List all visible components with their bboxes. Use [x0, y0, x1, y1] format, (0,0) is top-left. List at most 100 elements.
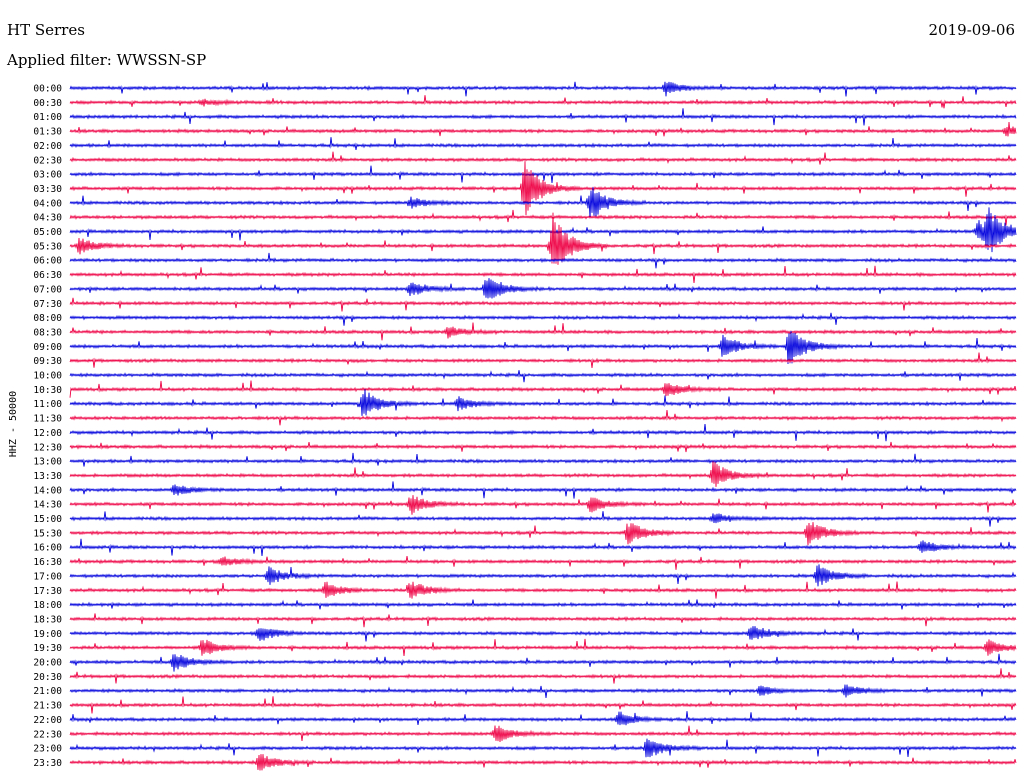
trace-line	[69, 423, 1017, 442]
trace-line	[69, 738, 1017, 758]
time-tick-label: 06:00	[33, 256, 62, 267]
time-tick-label: 12:00	[33, 428, 62, 439]
time-tick-label: 22:30	[33, 729, 62, 740]
time-tick-label: 18:30	[33, 614, 62, 625]
time-tick-label: 19:30	[33, 643, 62, 654]
time-tick-label: 09:30	[33, 356, 62, 367]
time-tick-label: 13:00	[33, 457, 62, 468]
trace-line	[69, 121, 1017, 137]
time-tick-label: 02:30	[33, 155, 62, 166]
trace-line	[69, 137, 1017, 150]
y-axis-label: HHZ - 50000	[8, 391, 19, 457]
trace-line	[69, 581, 1017, 599]
time-tick-label: 00:00	[33, 84, 62, 95]
trace-line	[69, 161, 1017, 216]
trace-line	[69, 495, 1017, 515]
time-tick-label: 08:00	[33, 313, 62, 324]
time-tick-label: 03:30	[33, 184, 62, 195]
trace-line	[69, 265, 1017, 283]
time-tick-label: 22:00	[33, 715, 62, 726]
time-tick-label: 20:30	[33, 672, 62, 683]
trace-line	[69, 481, 1017, 499]
trace-line	[69, 409, 1017, 426]
trace-line	[69, 668, 1017, 684]
filter-label: Applied filter: WWSSN-SP	[7, 51, 207, 69]
trace-line	[69, 352, 1017, 368]
time-tick-label: 06:30	[33, 270, 62, 281]
trace-line	[69, 312, 1017, 326]
time-tick-label: 03:00	[33, 170, 62, 181]
trace-line	[69, 380, 1017, 398]
time-tick-label: 14:30	[33, 500, 62, 511]
trace-line	[69, 95, 1017, 109]
trace-line	[69, 754, 1017, 771]
trace-line	[69, 209, 1017, 226]
trace-line	[69, 556, 1017, 570]
time-tick-label: 07:30	[33, 299, 62, 310]
trace-line	[69, 725, 1017, 743]
time-tick-label: 21:00	[33, 686, 62, 697]
trace-line	[69, 322, 1017, 341]
time-tick-label: 04:00	[33, 198, 62, 209]
time-tick-label: 11:30	[33, 414, 62, 425]
trace-line	[69, 81, 1017, 97]
time-tick-label: 04:30	[33, 213, 62, 224]
time-tick-label: 10:00	[33, 371, 62, 382]
time-tick-label: 11:00	[33, 399, 62, 410]
time-tick-label: 16:30	[33, 557, 62, 568]
time-tick-label: 17:00	[33, 571, 62, 582]
trace-line	[69, 538, 1017, 557]
time-tick-label: 12:30	[33, 442, 62, 453]
trace-line	[69, 151, 1017, 165]
trace-line	[69, 564, 1017, 587]
trace-line	[69, 297, 1017, 312]
time-tick-label: 19:00	[33, 629, 62, 640]
time-tick-label: 15:30	[33, 528, 62, 539]
trace-line	[69, 278, 1017, 299]
time-tick-label: 10:30	[33, 385, 62, 396]
station-name: HT Serres	[7, 21, 85, 39]
time-tick-label: 05:00	[33, 227, 62, 238]
trace-line	[69, 330, 1017, 365]
record-date: 2019-09-06	[928, 21, 1015, 39]
time-tick-label: 08:30	[33, 327, 62, 338]
time-tick-label: 00:30	[33, 98, 62, 109]
time-tick-label: 23:00	[33, 744, 62, 755]
time-tick-label: 01:00	[33, 112, 62, 123]
trace-line	[69, 441, 1017, 453]
trace-line	[69, 511, 1017, 527]
time-tick-label: 02:00	[33, 141, 62, 152]
time-tick-label: 09:00	[33, 342, 62, 353]
trace-line	[69, 461, 1017, 487]
time-tick-label: 20:00	[33, 658, 62, 669]
trace-line	[69, 165, 1017, 183]
trace-line	[69, 452, 1017, 467]
trace-line	[69, 613, 1017, 628]
trace-line	[69, 711, 1017, 726]
trace-line	[69, 207, 1017, 253]
trace-line	[69, 252, 1017, 269]
trace-group	[69, 81, 1017, 771]
trace-line	[69, 212, 1017, 265]
time-tick-label: 15:00	[33, 514, 62, 525]
trace-line	[69, 653, 1017, 672]
trace-line	[69, 599, 1017, 610]
time-tick-label: 18:00	[33, 600, 62, 611]
trace-line	[69, 187, 1017, 219]
trace-line	[69, 389, 1017, 416]
time-tick-label: 07:00	[33, 284, 62, 295]
trace-line	[69, 696, 1017, 714]
time-tick-label: 16:00	[33, 543, 62, 554]
time-label-group: 00:00 00:30 01:00 01:30 02:00 02:30 03:00 03:30…	[33, 84, 62, 769]
trace-line	[69, 626, 1017, 642]
time-tick-label: 14:00	[33, 485, 62, 496]
time-tick-label: 21:30	[33, 701, 62, 712]
trace-line	[69, 108, 1017, 126]
trace-line	[69, 638, 1017, 657]
time-tick-label: 05:30	[33, 241, 62, 252]
time-tick-label: 23:30	[33, 758, 62, 769]
trace-line	[69, 370, 1017, 383]
time-tick-label: 01:30	[33, 127, 62, 138]
time-tick-label: 13:30	[33, 471, 62, 482]
